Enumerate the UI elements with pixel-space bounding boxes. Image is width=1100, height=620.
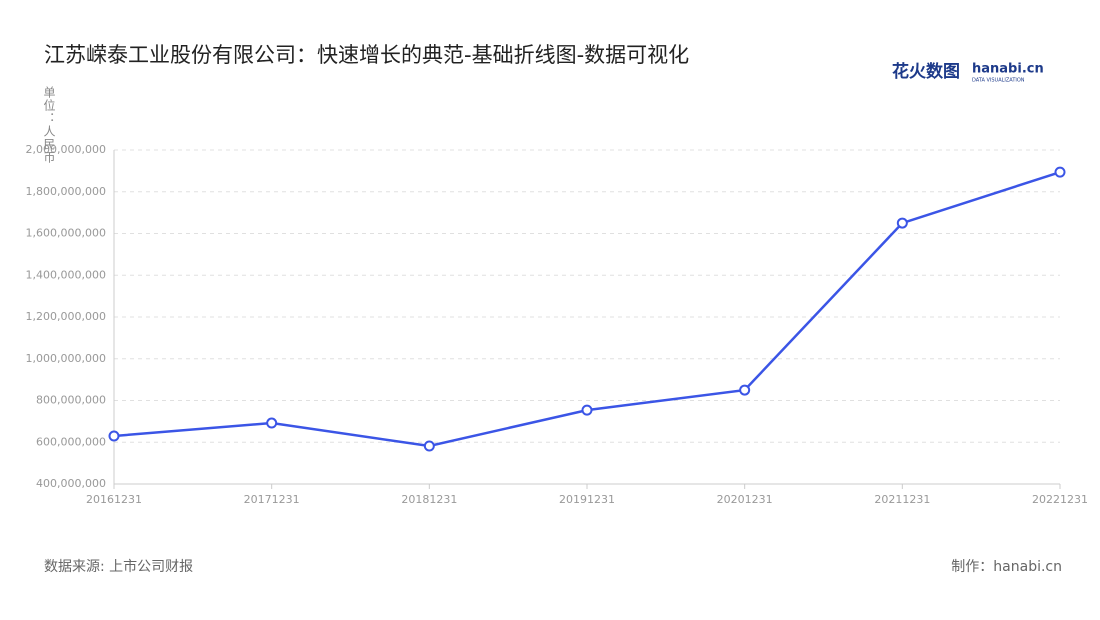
logo-tagline: DATA VISUALIZATION (972, 78, 1025, 84)
data-point (581, 404, 593, 416)
x-tick-label: 20161231 (86, 493, 142, 506)
x-tick-label: 20171231 (244, 493, 300, 506)
y-tick-label: 400,000,000 (36, 477, 106, 490)
chart-title: 江苏嵘泰工业股份有限公司：快速增长的典范-基础折线图-数据可视化 (44, 43, 689, 67)
y-tick-label: 800,000,000 (36, 394, 106, 407)
x-tick-label: 20191231 (559, 493, 615, 506)
y-tick-label: 1,000,000,000 (26, 352, 106, 365)
x-tick-label: 20221231 (1032, 493, 1088, 506)
credit: 制作：hanabi.cn (951, 559, 1062, 575)
y-tick-label: 1,800,000,000 (26, 185, 106, 198)
x-tick-label: 20201231 (717, 493, 773, 506)
x-tick-label: 20181231 (401, 493, 457, 506)
data-point (266, 417, 278, 429)
x-tick-label: 20211231 (874, 493, 930, 506)
y-tick-label: 1,600,000,000 (26, 227, 106, 240)
data-point (896, 217, 908, 229)
y-tick-label: 1,400,000,000 (26, 268, 106, 281)
y-tick-label: 2,000,000,000 (26, 143, 106, 156)
data-point (108, 430, 120, 442)
y-axis-label: 单位：人民币 (42, 86, 56, 164)
data-point (423, 440, 435, 452)
logo-brand: hanabi.cn (972, 62, 1044, 77)
y-tick-label: 600,000,000 (36, 435, 106, 448)
data-point (1054, 166, 1066, 178)
data-point (739, 384, 751, 396)
source: 数据来源: 上市公司财报 (44, 558, 193, 575)
logo-name: 花火数图 (892, 61, 960, 82)
y-tick-label: 1,200,000,000 (26, 310, 106, 323)
